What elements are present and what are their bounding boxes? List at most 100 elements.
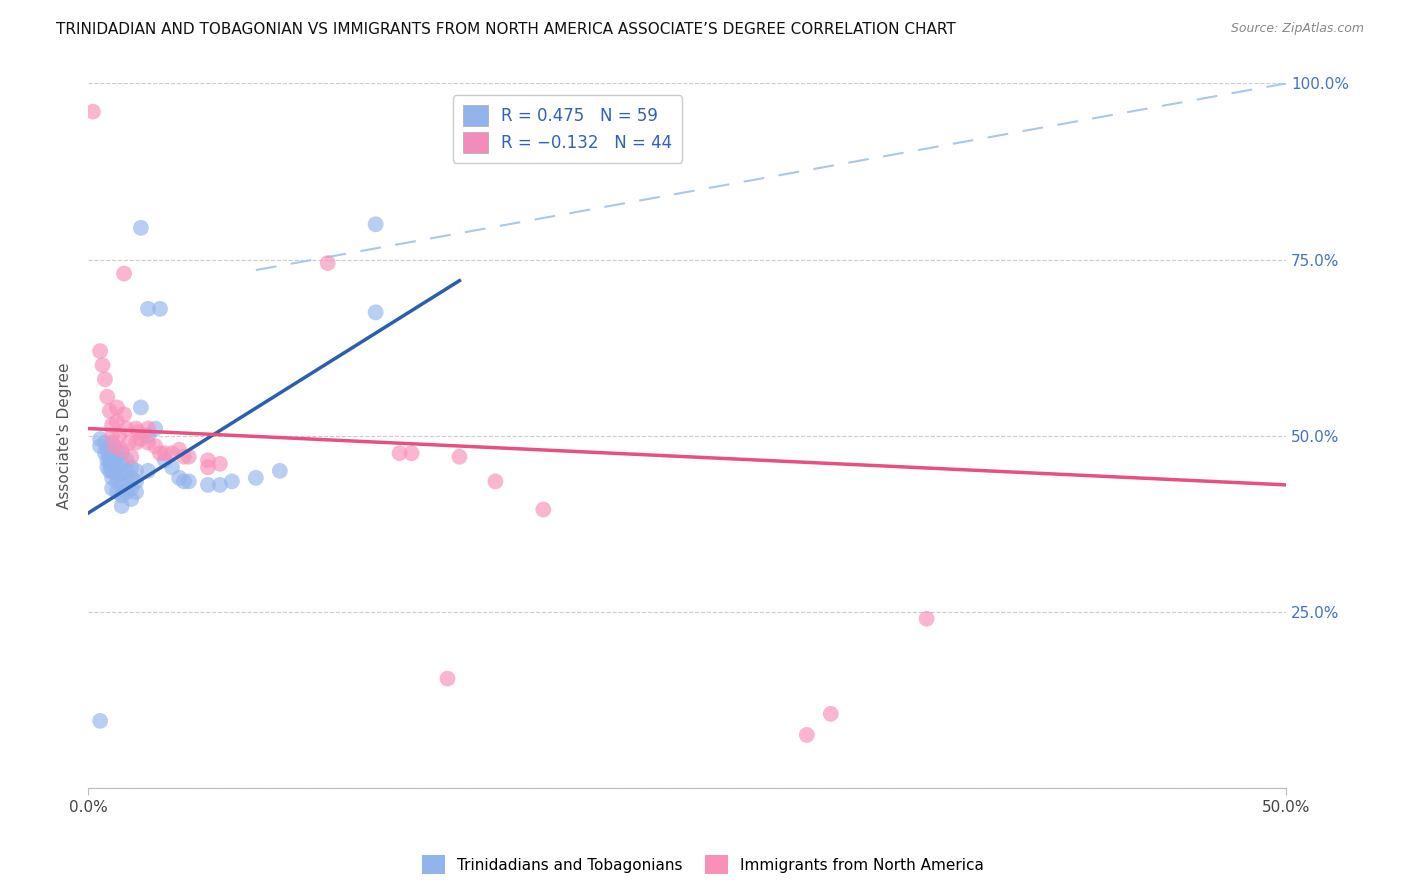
Point: [105, 475, 128, 489]
Point: [177, 450, 200, 464]
Point: [160, 446, 183, 460]
Point: [364, 305, 387, 319]
Point: [915, 612, 938, 626]
Point: [94, 446, 117, 460]
Point: [167, 471, 190, 485]
Point: [364, 217, 387, 231]
Point: [103, 439, 125, 453]
Point: [316, 256, 339, 270]
Point: [112, 267, 135, 281]
Point: [531, 502, 554, 516]
Point: [129, 220, 152, 235]
Point: [120, 491, 142, 506]
Point: [112, 408, 135, 422]
Point: [101, 428, 124, 442]
Point: [129, 432, 152, 446]
Point: [115, 421, 138, 435]
Point: [98, 457, 121, 471]
Point: [136, 301, 159, 316]
Y-axis label: Associate's Degree: Associate's Degree: [58, 362, 72, 508]
Point: [153, 453, 176, 467]
Point: [197, 460, 219, 475]
Point: [125, 464, 148, 478]
Point: [208, 457, 231, 471]
Point: [120, 460, 142, 475]
Point: [173, 450, 195, 464]
Point: [143, 421, 166, 435]
Point: [401, 446, 423, 460]
Point: [149, 446, 172, 460]
Point: [105, 442, 128, 457]
Point: [101, 435, 124, 450]
Point: [108, 428, 131, 442]
Point: [89, 432, 111, 446]
Point: [125, 421, 148, 435]
Point: [101, 457, 124, 471]
Point: [89, 714, 111, 728]
Point: [120, 482, 142, 496]
Point: [484, 475, 506, 489]
Point: [149, 301, 172, 316]
Point: [136, 435, 159, 450]
Point: [449, 450, 471, 464]
Point: [143, 439, 166, 453]
Point: [101, 446, 124, 460]
Point: [125, 475, 148, 489]
Point: [173, 475, 195, 489]
Point: [820, 706, 842, 721]
Point: [98, 464, 121, 478]
Point: [160, 460, 183, 475]
Point: [101, 464, 124, 478]
Point: [89, 439, 111, 453]
Point: [96, 460, 118, 475]
Point: [125, 485, 148, 500]
Point: [105, 467, 128, 482]
Point: [208, 478, 231, 492]
Point: [388, 446, 411, 460]
Point: [436, 672, 458, 686]
Point: [245, 471, 267, 485]
Legend: Trinidadians and Tobagonians, Immigrants from North America: Trinidadians and Tobagonians, Immigrants…: [416, 849, 990, 880]
Point: [197, 478, 219, 492]
Point: [111, 442, 134, 457]
Point: [96, 390, 118, 404]
Point: [796, 728, 818, 742]
Point: [98, 404, 121, 418]
Point: [105, 415, 128, 429]
Point: [111, 467, 134, 482]
Point: [136, 428, 159, 442]
Text: TRINIDADIAN AND TOBAGONIAN VS IMMIGRANTS FROM NORTH AMERICA ASSOCIATE’S DEGREE C: TRINIDADIAN AND TOBAGONIAN VS IMMIGRANTS…: [56, 22, 956, 37]
Point: [94, 372, 117, 386]
Point: [177, 475, 200, 489]
Point: [118, 435, 141, 450]
Point: [111, 499, 134, 513]
Point: [101, 482, 124, 496]
Point: [120, 450, 142, 464]
Point: [89, 344, 111, 359]
Point: [269, 464, 291, 478]
Point: [105, 401, 128, 415]
Point: [91, 358, 114, 372]
Point: [115, 464, 138, 478]
Point: [153, 446, 176, 460]
Point: [111, 488, 134, 502]
Point: [115, 475, 138, 489]
Point: [105, 450, 128, 464]
Point: [120, 471, 142, 485]
Point: [136, 421, 159, 435]
Legend: R = 0.475   N = 59, R = −0.132   N = 44: R = 0.475 N = 59, R = −0.132 N = 44: [453, 95, 682, 162]
Point: [101, 471, 124, 485]
Point: [96, 453, 118, 467]
Point: [98, 450, 121, 464]
Point: [115, 485, 138, 500]
Point: [94, 435, 117, 450]
Point: [105, 485, 128, 500]
Text: Source: ZipAtlas.com: Source: ZipAtlas.com: [1230, 22, 1364, 36]
Point: [115, 453, 138, 467]
Point: [129, 401, 152, 415]
Point: [167, 442, 190, 457]
Point: [136, 464, 159, 478]
Point: [127, 425, 149, 439]
Point: [197, 453, 219, 467]
Point: [111, 478, 134, 492]
